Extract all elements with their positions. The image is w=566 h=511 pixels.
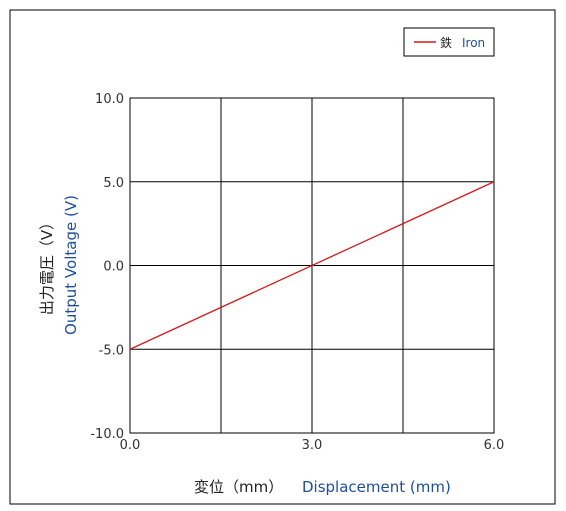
- x-tick-label: 3.0: [302, 438, 323, 453]
- legend-label-jp: 鉄: [440, 35, 452, 50]
- chart-frame: [9, 9, 556, 505]
- y-tick-label: -10.0: [90, 427, 124, 442]
- x-tick-label: 6.0: [484, 438, 505, 453]
- series-line-iron: [129, 181, 495, 350]
- y-tick-label: 10.0: [95, 92, 124, 107]
- tick-labels: 10.05.00.0-5.0-10.00.0 3.0 6.0: [90, 92, 504, 453]
- y-tick-label: 5.0: [103, 176, 124, 191]
- plot-area-border: [129, 97, 495, 434]
- series-layer: [129, 181, 495, 350]
- y-tick-label: -5.0: [99, 343, 124, 358]
- y-axis-label-jp: 出力電圧（V）: [38, 215, 56, 315]
- y-axis-label-jp-group: 出力電圧（V）: [38, 215, 56, 315]
- legend: 鉄 Iron: [403, 27, 495, 57]
- x-axis-label-jp: 変位（mm）: [194, 478, 283, 496]
- x-axis-label-en: Displacement (mm): [302, 478, 451, 496]
- y-axis-label-en-group: Output Voltage (V): [62, 195, 80, 335]
- y-tick-label: 0.0: [103, 260, 124, 275]
- legend-label-en: Iron: [462, 36, 485, 50]
- x-tick-label: 0.0: [120, 438, 141, 453]
- y-axis-label-en: Output Voltage (V): [62, 195, 80, 335]
